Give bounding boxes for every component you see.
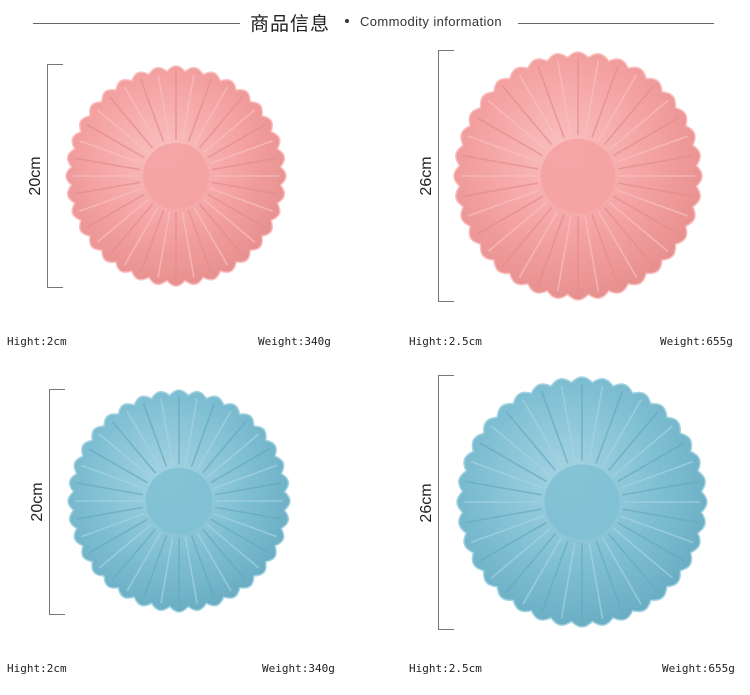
header-rule-left xyxy=(33,23,240,24)
plate-rim xyxy=(67,389,291,613)
plate-size-label: 26cm xyxy=(418,153,436,199)
header-rule-right xyxy=(518,23,714,24)
blue-plate-small-image xyxy=(67,389,291,613)
plate-rim xyxy=(453,51,703,301)
plate-height-spec: Hight:2cm xyxy=(7,335,67,348)
pink-plate-small-image xyxy=(65,65,287,287)
pink-plate-large-image xyxy=(453,51,703,301)
dimension-line-3: 20cm xyxy=(29,389,65,615)
plate-height-spec: Hight:2cm xyxy=(7,662,67,675)
plate-center-well xyxy=(540,138,616,214)
plate-weight-spec: Weight:340g xyxy=(258,335,331,348)
plate-center-well xyxy=(143,143,209,209)
plate-center-well xyxy=(544,464,620,540)
plate-center-well xyxy=(145,467,213,535)
header-title-chinese: 商品信息 xyxy=(250,13,331,35)
plate-size-label: 20cm xyxy=(29,479,47,525)
dimension-line-1: 20cm xyxy=(27,64,63,288)
plate-weight-spec: Weight:655g xyxy=(662,662,735,675)
plate-size-label: 26cm xyxy=(418,479,436,526)
plate-size-label: 20cm xyxy=(27,153,45,199)
plate-ribs xyxy=(464,384,700,620)
dimension-line-4: 26cm xyxy=(418,375,454,630)
plate-weight-spec: Weight:655g xyxy=(660,335,733,348)
blue-plate-large-image xyxy=(456,376,708,628)
header-title-english: Commodity information xyxy=(360,14,503,29)
plate-ribs xyxy=(75,397,283,605)
plate-height-spec: Hight:2.5cm xyxy=(409,662,482,675)
plate-ribs xyxy=(73,73,279,279)
dimension-line-2: 26cm xyxy=(418,50,454,302)
plate-height-spec: Hight:2.5cm xyxy=(409,335,482,348)
plate-rim xyxy=(456,376,708,628)
plate-weight-spec: Weight:340g xyxy=(262,662,335,675)
header-dot xyxy=(345,19,349,23)
section-header: 商品信息 Commodity information xyxy=(0,0,750,40)
plate-rim xyxy=(65,65,287,287)
plate-ribs xyxy=(461,59,695,293)
